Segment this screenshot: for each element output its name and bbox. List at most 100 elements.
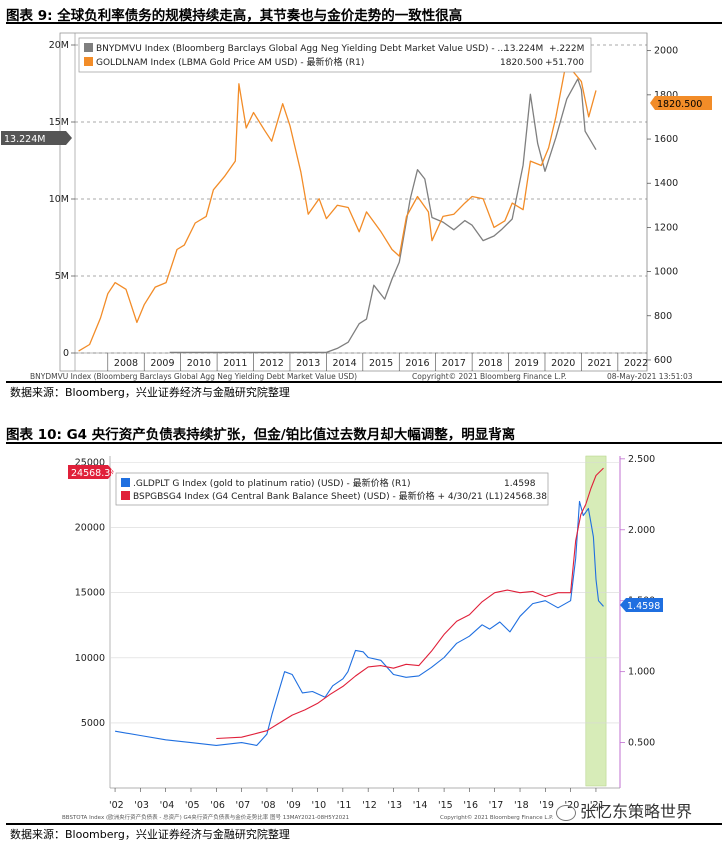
chart1-x-tick-label: 2022 — [624, 358, 648, 369]
chart2-left-tick-label: 20000 — [75, 523, 105, 534]
chart1-left-tick-label: 0 — [63, 348, 69, 359]
chart1-right-tick-label: 1000 — [654, 267, 678, 278]
chart2-x-tick-label: '10 — [311, 800, 326, 811]
right-tag-shape — [650, 96, 712, 110]
chart1-plot-frame — [59, 32, 648, 372]
chart1-x-tick-label: 2016 — [405, 358, 429, 369]
chart2-right-tick-label: 1.000 — [628, 667, 655, 678]
chart2-highlight-region — [585, 455, 607, 787]
figure1-title-rule — [6, 22, 722, 24]
chart1-x-tick-label: 2021 — [588, 358, 612, 369]
legend1-change-goldlnam: +51.700 — [545, 58, 584, 68]
legend2-value-bspgbsg4: 24568.38 — [504, 492, 547, 502]
chart1-x-tick-label: 2013 — [296, 358, 320, 369]
chart1-x-tick-label: 2008 — [114, 358, 138, 369]
chart2-right-tick-label: 2.000 — [628, 525, 655, 536]
chart1-footer-copyright: Copyright© 2021 Bloomberg Finance L.P. — [412, 372, 567, 381]
chart1-x-tick-label: 2015 — [369, 358, 393, 369]
chart1-legend-box — [78, 37, 592, 73]
chart1-left-tick-label: 20M — [49, 40, 69, 51]
chart2-gridlines — [110, 462, 620, 724]
legend1-value-bnydmvu: 13.224M — [504, 44, 543, 54]
figure1-title: 图表 9: 全球负利率债务的规模持续走高，其节奏也与金价走势的一致性很高 — [6, 8, 463, 24]
legend2-swatch-gldplt — [121, 478, 130, 487]
chart2-right-value-tag: 1.4598 — [620, 598, 663, 612]
chart2-x-tick-label: '20 — [565, 800, 580, 811]
chart1-right-tick-label: 600 — [654, 355, 672, 366]
chart2-plot-area — [110, 456, 620, 798]
left-tag-shape — [68, 465, 114, 479]
chart2-footer-left: BBSTOTA Index (欧洲央行资产负债表 - 总资产) G4央行资产负债… — [62, 813, 349, 821]
chart1-right-tick-label: 1200 — [654, 222, 678, 233]
chart1-right-tick-label: 800 — [654, 311, 672, 322]
chart2-left-tick-label: 25000 — [75, 458, 105, 469]
chart1-right-tick-label: 2000 — [654, 46, 678, 57]
right-tag-shape — [620, 598, 663, 612]
figure2-title: 图表 10: G4 央行资产负债表持续扩张，但金/铂比值过去数月却大幅调整，明显… — [6, 427, 516, 443]
chart1-x-tick-label: 2010 — [187, 358, 211, 369]
legend2-swatch-bspgbsg4 — [121, 491, 130, 500]
chart1-series — [78, 58, 597, 354]
chart1-left-value-tag: 13.224M — [1, 131, 72, 145]
legend1-label-bnydmvu: BNYDMVU Index (Bloomberg Barclays Global… — [96, 44, 506, 54]
chart2-x-tick-label: '17 — [489, 800, 504, 811]
chart1-left-tag-text: 13.224M — [4, 134, 45, 145]
chart2-x-tick-label: '03 — [134, 800, 149, 811]
chart2-series-line-gldpltg — [115, 500, 604, 746]
chart1-right-axis: 600 800 1000 1200 1400 1600 1800 2000 — [647, 46, 678, 366]
chart2-x-axis: '02 '03 '04 '05 '06 '07 '08 '09 '10 '11 '12 '13 '14 '… — [109, 788, 605, 811]
chart1-footer-timestamp: 08-May-2021 13:51:03 — [607, 372, 693, 381]
chart1-x-tick-label: 2017 — [442, 358, 466, 369]
legend1-label-goldlnam: GOLDLNAM Index (LBMA Gold Price AM USD) … — [96, 56, 364, 68]
chart1-left-axis: 0 5M 10M 15M 20M — [49, 40, 75, 359]
chart2-x-tick-label: '05 — [185, 800, 200, 811]
chart2-x-tick-label: '15 — [438, 800, 453, 811]
figure1-source: 数据来源：Bloomberg，兴业证券经济与金融研究院整理 — [10, 386, 290, 399]
chart1-series-line-goldlnam — [78, 58, 597, 352]
legend2-value-gldplt: 1.4598 — [504, 479, 536, 489]
chart1-legend: BNYDMVU Index (Bloomberg Barclays Global… — [78, 37, 592, 73]
chart2-series-line-bspgbsg4 — [216, 467, 604, 740]
legend1-change-bnydmvu: +.222M — [549, 44, 584, 54]
chart1-right-tick-label: 1400 — [654, 178, 678, 189]
chart2-left-tick-label: 10000 — [75, 653, 105, 664]
chart2-x-tick-label: '08 — [261, 800, 276, 811]
chart2-x-tick-label: '19 — [539, 800, 554, 811]
chart1-left-tick-label: 15M — [49, 117, 69, 128]
chart2-x-tick-label: '02 — [109, 800, 124, 811]
chart1-x-tick-label: 2012 — [260, 358, 284, 369]
chart1-series-line-bnydmvu — [169, 78, 597, 354]
chart2-left-tag-text: 24568.38 — [71, 468, 116, 479]
chart2-left-axis: 5000 10000 15000 20000 25000 — [75, 458, 105, 729]
chart2-x-tick-label: '21 — [590, 800, 605, 811]
chart1-right-tick-label: 1600 — [654, 134, 678, 145]
chart2-x-tick-label: '06 — [210, 800, 225, 811]
figure2-source-rule — [6, 823, 722, 825]
figure1-source-rule — [6, 381, 722, 383]
chart1-left-tick-label: 10M — [49, 194, 69, 205]
chart2-x-tick-label: '09 — [286, 800, 301, 811]
left-tag-shape — [1, 131, 72, 145]
chart2-footer-copyright: Copyright© 2021 Bloomberg Finance L.P. — [440, 814, 554, 821]
figure2-title-rule — [6, 442, 722, 444]
chart1-x-tick-label: 2011 — [223, 358, 247, 369]
chart2-x-tick-label: '16 — [463, 800, 478, 811]
chart2-right-tick-label: 2.500 — [628, 454, 655, 465]
legend2-label-gldplt: .GLDPLT G Index (gold to platinum ratio)… — [133, 477, 411, 489]
chart2-series — [115, 467, 604, 746]
chart1-x-tick-label: 2014 — [333, 358, 357, 369]
chart2-x-tick-label: '13 — [387, 800, 402, 811]
watermark: 张忆东策略世界 — [556, 798, 692, 822]
legend1-swatch-goldlnam — [84, 57, 93, 66]
watermark-text: 张忆东策略世界 — [580, 802, 693, 821]
chart1-x-tick-label: 2020 — [551, 358, 575, 369]
chart1-x-tick-label: 2019 — [515, 358, 539, 369]
chart2-left-value-tag: 24568.38 — [68, 465, 116, 479]
chart1-svg: 0 5M 10M 15M 20M 600 800 1000 1200 1400 1600 1800 2… — [1, 32, 712, 381]
chart2-x-tick-label: '04 — [160, 800, 175, 811]
chart2-x-tick-label: '18 — [514, 800, 529, 811]
chart1-x-tick-label: 2009 — [150, 358, 174, 369]
wechat-icon — [556, 804, 576, 821]
chart1-right-tag-text: 1820.500 — [657, 99, 702, 110]
